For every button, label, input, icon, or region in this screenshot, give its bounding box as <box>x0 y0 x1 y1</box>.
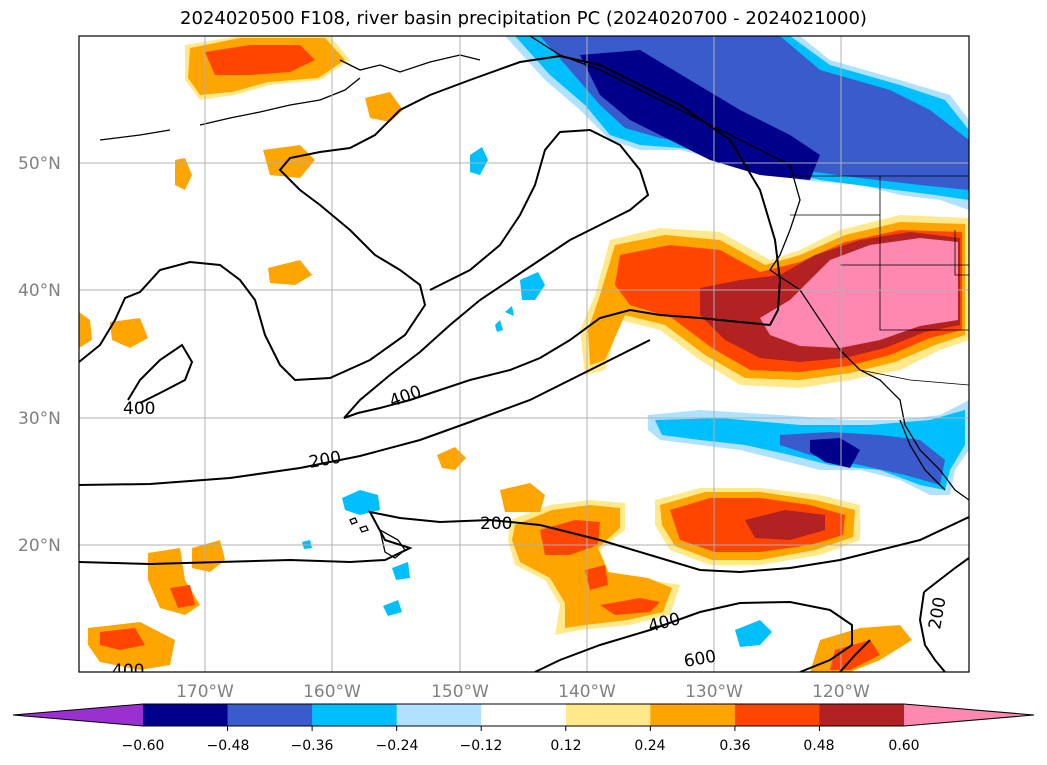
colorbar <box>12 703 1035 731</box>
positive-anomaly-california <box>580 215 969 388</box>
colorbar-segment <box>481 704 567 726</box>
colorbar-tick-label: 0.24 <box>634 738 665 754</box>
negative-anomaly-small <box>302 147 772 647</box>
colorbar-tick-label: 0.60 <box>888 738 919 754</box>
contour-label: 400 <box>112 661 144 681</box>
gridlines <box>79 36 969 672</box>
map-title: 2024020500 F108, river basin precipitati… <box>180 8 867 29</box>
lon-label: 120°W <box>812 682 870 702</box>
lon-label: 150°W <box>431 682 489 702</box>
colorbar-tick-label: −0.24 <box>376 738 419 754</box>
lat-label: 30°N <box>18 409 61 429</box>
colorbar-labels: −0.60 −0.48 −0.36 −0.24 −0.12 0.12 0.24 … <box>122 738 920 754</box>
colorbar-tick-label: −0.60 <box>122 738 165 754</box>
colorbar-extend-low <box>13 704 143 726</box>
positive-anomaly-west <box>79 36 403 670</box>
lon-label: 140°W <box>558 682 616 702</box>
colorbar-segment <box>396 704 482 726</box>
colorbar-segment <box>565 704 651 726</box>
lon-label: 160°W <box>303 682 361 702</box>
lon-label: 130°W <box>685 682 743 702</box>
colorbar-extend-high <box>904 704 1034 726</box>
colorbar-tick-label: −0.36 <box>291 738 334 754</box>
colorbar-tick-label: 0.48 <box>803 738 834 754</box>
colorbar-tick-label: 0.36 <box>719 738 750 754</box>
colorbar-segment <box>143 704 229 726</box>
lat-label: 40°N <box>18 281 61 301</box>
contour-label: 400 <box>123 399 155 419</box>
colorbar-tick-label: −0.12 <box>460 738 503 754</box>
colorbar-segment <box>734 704 820 726</box>
lon-label: 170°W <box>176 682 234 702</box>
lat-label: 20°N <box>18 536 61 556</box>
latitude-labels: 50°N 40°N 30°N 20°N <box>18 154 61 556</box>
colorbar-outline <box>12 703 1035 727</box>
colorbar-tick-label: −0.48 <box>207 738 250 754</box>
political-borders <box>790 175 969 386</box>
contour-lines <box>79 54 969 672</box>
negative-anomaly-northwest <box>505 36 969 210</box>
negative-anomaly-subtropics <box>648 400 969 495</box>
map-frame <box>78 35 970 673</box>
colorbar-segment <box>650 704 736 726</box>
longitude-labels: 170°W 160°W 150°W 140°W 130°W 120°W <box>176 682 870 702</box>
colorbar-segment <box>312 704 398 726</box>
contour-label: 200 <box>480 514 512 534</box>
colorbar-tick-label: 0.12 <box>550 738 581 754</box>
map-panel: 400 400 200 200 400 600 200 400 <box>79 36 969 681</box>
colorbar-segment <box>227 704 313 726</box>
colorbar-segment <box>819 704 905 726</box>
lat-label: 50°N <box>18 154 61 174</box>
coastlines <box>99 36 969 559</box>
